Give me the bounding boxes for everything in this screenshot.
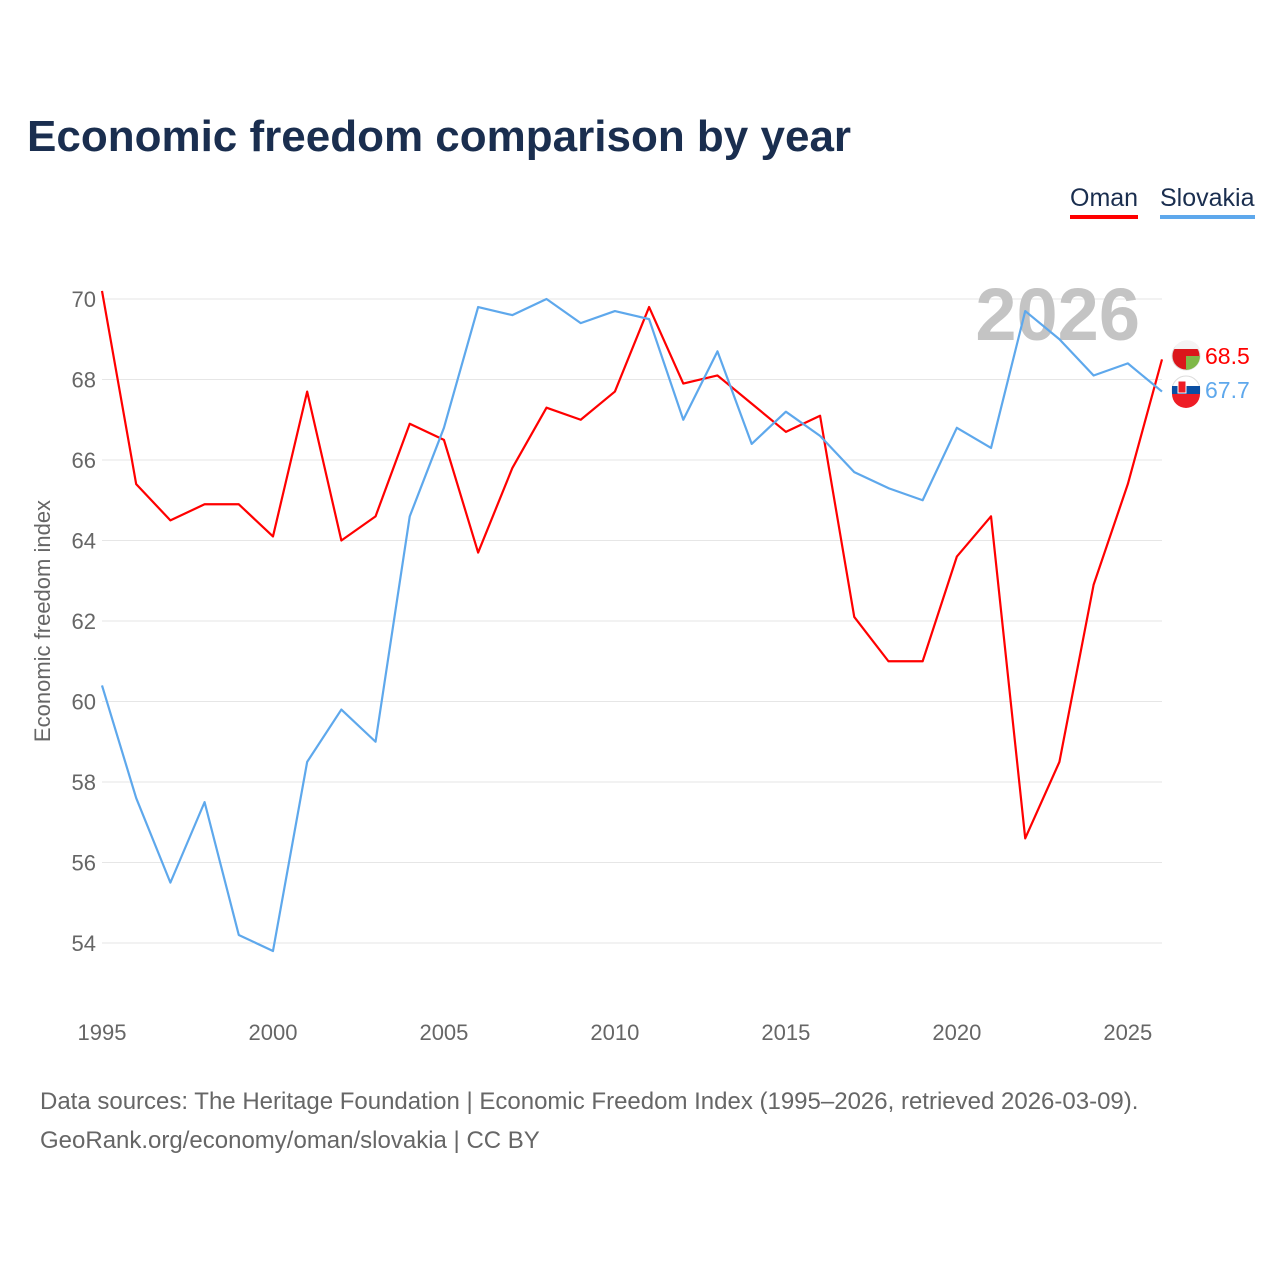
x-tick-label: 2020 (932, 1020, 981, 1045)
y-tick-label: 62 (72, 609, 96, 634)
y-tick-label: 54 (72, 931, 96, 956)
y-tick-label: 60 (72, 690, 96, 715)
source-note: Data sources: The Heritage Foundation | … (40, 1088, 1139, 1115)
x-tick-label: 2005 (419, 1020, 468, 1045)
x-tick-label: 1995 (78, 1020, 127, 1045)
y-tick-label: 66 (72, 448, 96, 473)
x-tick-label: 2015 (761, 1020, 810, 1045)
y-tick-label: 64 (72, 529, 96, 554)
legend-oman[interactable]: Oman (1070, 184, 1139, 219)
y-axis-label: Economic freedom index (30, 500, 55, 742)
chart-title: Economic freedom comparison by year (27, 112, 852, 161)
y-tick-label: 56 (72, 851, 96, 876)
flag-slovakia-red (1172, 394, 1200, 408)
flag-slovakia-shield (1177, 380, 1187, 394)
x-tick-label: 2010 (590, 1020, 639, 1045)
end-label-oman: 68.5 (1205, 343, 1250, 369)
x-tick-label: 2000 (248, 1020, 297, 1045)
y-tick-label: 58 (72, 770, 96, 795)
source-link[interactable]: GeoRank.org/economy/oman/slovakia | CC B… (40, 1127, 540, 1154)
flag-oman-white (1174, 340, 1200, 349)
end-label-slovakia: 67.7 (1205, 377, 1250, 403)
legend-slovakia[interactable]: Slovakia (1160, 184, 1255, 219)
year-watermark: 2026 (975, 273, 1140, 356)
series-line-slovakia (100, 297, 1163, 953)
flag-oman-green (1186, 356, 1200, 370)
y-tick-label: 70 (72, 287, 96, 312)
series-line-oman (100, 290, 1164, 840)
y-tick-label: 68 (72, 368, 96, 393)
x-tick-label: 2025 (1103, 1020, 1152, 1045)
